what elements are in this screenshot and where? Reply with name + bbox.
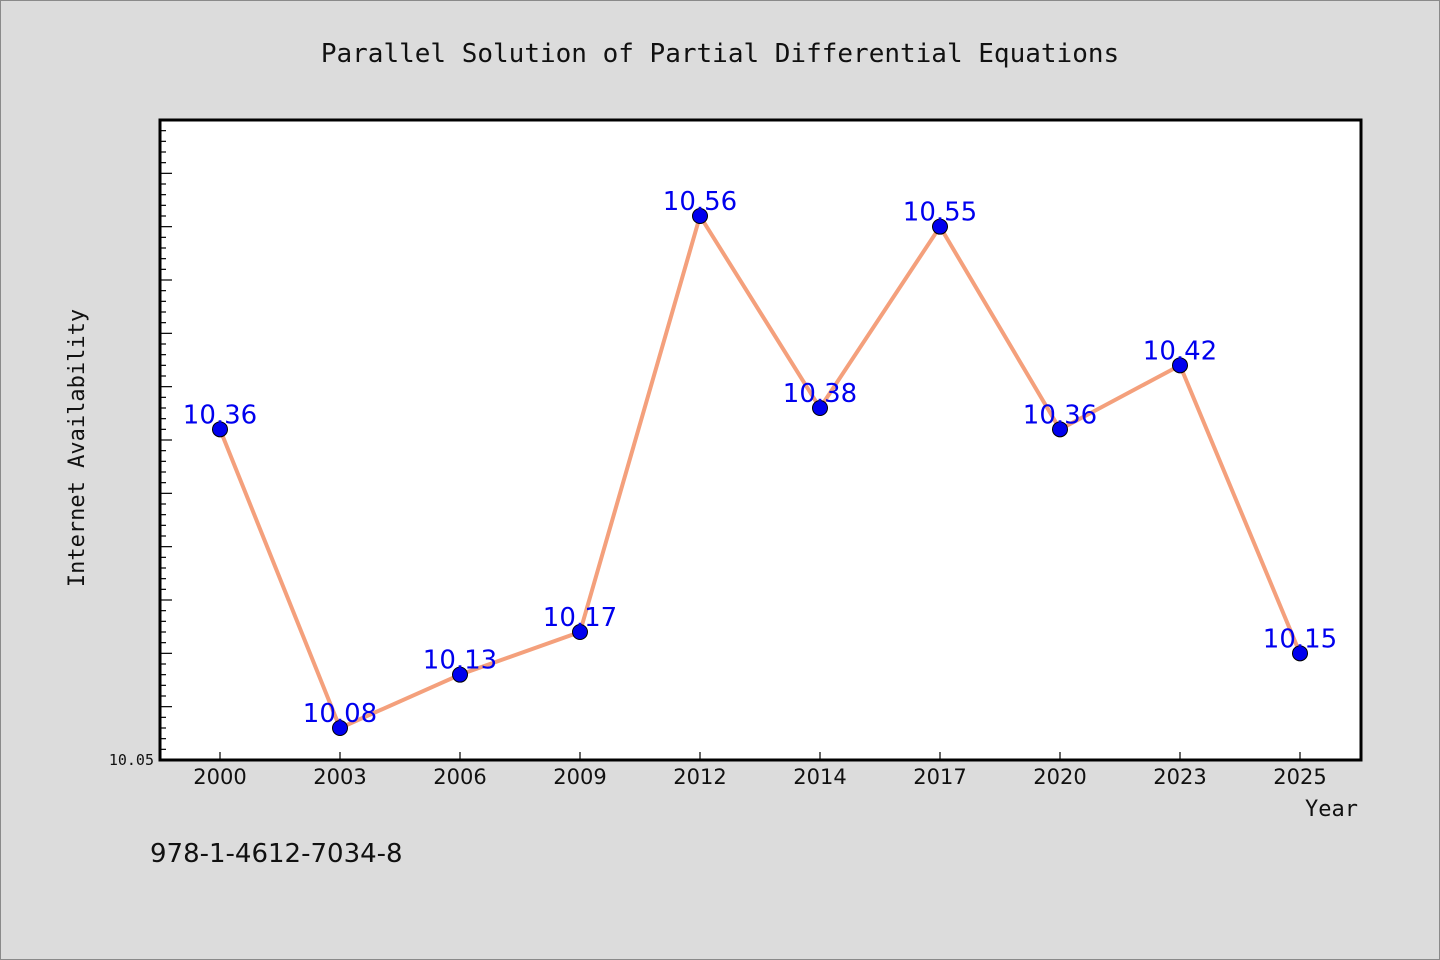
data-point bbox=[332, 720, 348, 736]
y-axis-ticks: 10.05 bbox=[109, 119, 172, 769]
data-label: 10.36 bbox=[183, 400, 257, 430]
markers-layer bbox=[212, 208, 1308, 736]
data-point bbox=[212, 421, 228, 438]
data-label: 10.42 bbox=[1143, 336, 1217, 366]
data-point bbox=[452, 666, 468, 683]
x-tick-label: 2000 bbox=[193, 765, 246, 789]
data-label: 10.08 bbox=[303, 699, 377, 729]
y-tick-label: 10.05 bbox=[109, 751, 154, 769]
isbn-footer: 978-1-4612-7034-8 bbox=[150, 839, 403, 869]
data-label: 10.36 bbox=[1023, 400, 1097, 430]
y-axis-title: Internet Availability bbox=[65, 309, 90, 587]
x-tick-label: 2025 bbox=[1273, 765, 1326, 789]
chart-title: Parallel Solution of Partial Differentia… bbox=[321, 39, 1119, 69]
x-tick-label: 2020 bbox=[1033, 765, 1086, 789]
x-axis-ticks: 2000 2003 2006 2009 2012 2014 2017 2020 2023 2025 bbox=[193, 752, 1327, 789]
series-layer bbox=[218, 214, 1302, 730]
x-tick-label: 2017 bbox=[913, 765, 966, 789]
data-label: 10.17 bbox=[543, 603, 617, 633]
x-tick-label: 2006 bbox=[433, 765, 486, 789]
data-label: 10.55 bbox=[903, 198, 977, 228]
data-label: 10.56 bbox=[663, 187, 737, 217]
data-labels-layer: 10.36 10.08 10.13 10.17 10.56 10.38 10.55 10.36… bbox=[183, 187, 1337, 729]
x-tick-label: 2003 bbox=[313, 765, 366, 789]
x-tick-label: 2014 bbox=[793, 765, 846, 789]
plot-area bbox=[158, 118, 1363, 762]
x-tick-label: 2023 bbox=[1153, 765, 1206, 789]
x-tick-label: 2009 bbox=[553, 765, 606, 789]
series-line bbox=[218, 214, 1302, 730]
data-point bbox=[572, 624, 588, 640]
data-label: 10.15 bbox=[1263, 624, 1337, 654]
data-label: 10.13 bbox=[423, 646, 497, 676]
data-point bbox=[692, 208, 708, 224]
data-point bbox=[1292, 645, 1308, 662]
data-label: 10.38 bbox=[783, 379, 857, 409]
data-point bbox=[1172, 357, 1188, 374]
data-point bbox=[1052, 421, 1068, 438]
data-point bbox=[932, 218, 948, 235]
x-axis-title: Year bbox=[1305, 797, 1358, 822]
data-point bbox=[812, 400, 828, 416]
x-tick-label: 2012 bbox=[673, 765, 726, 789]
